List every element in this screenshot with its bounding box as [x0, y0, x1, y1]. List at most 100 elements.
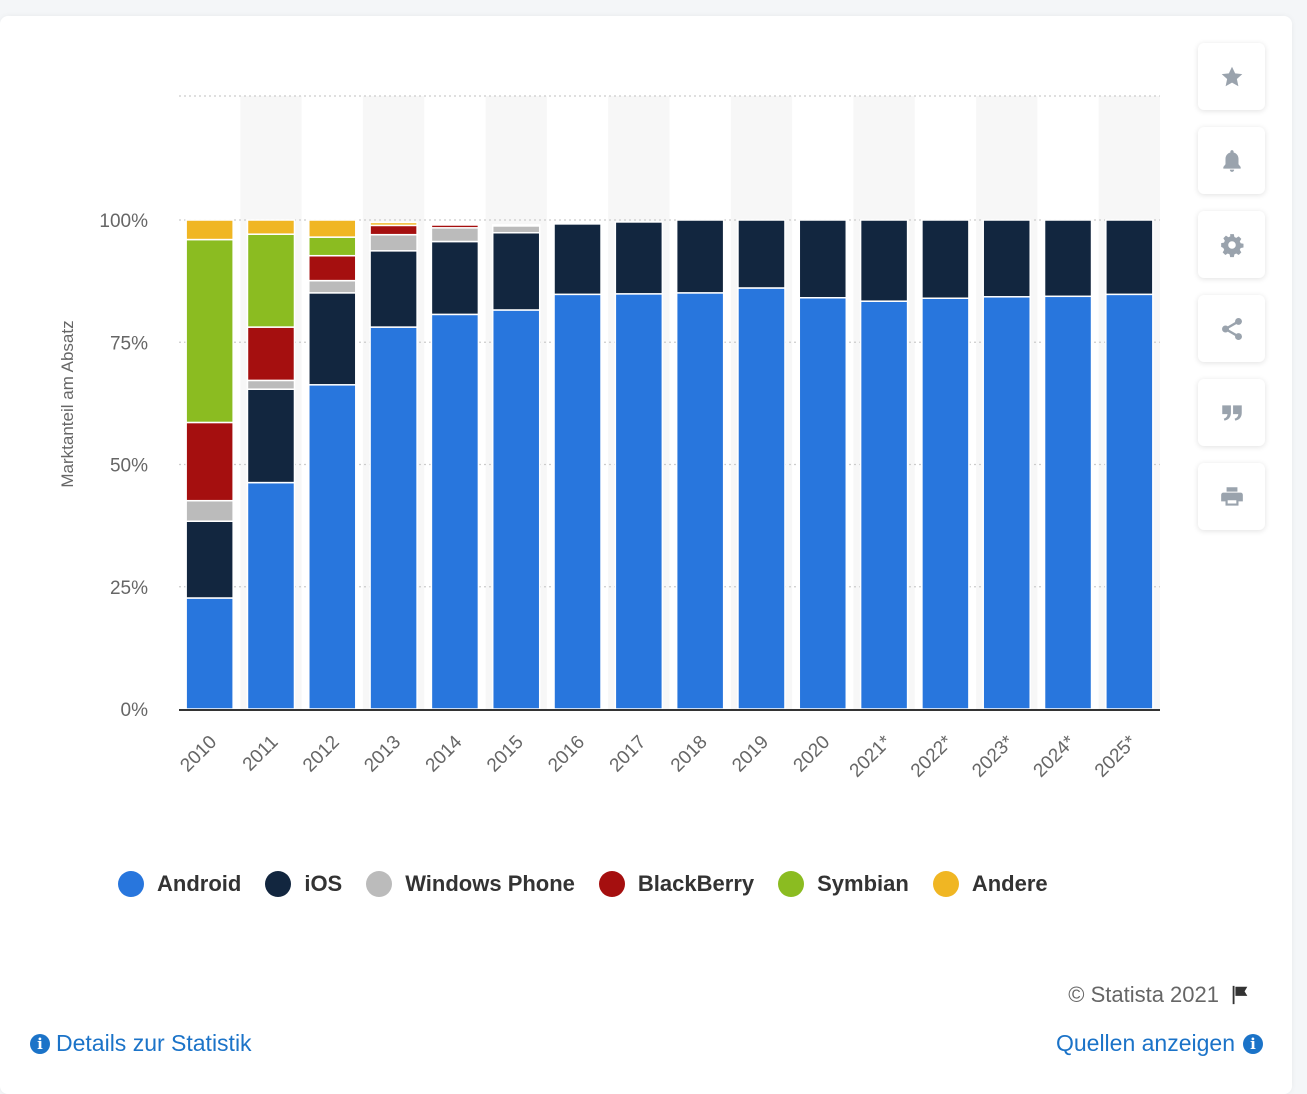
x-tick-label: 2021*: [846, 731, 896, 781]
bar-segment-ios[interactable]: [1105, 219, 1154, 296]
bar-segment-android[interactable]: [1043, 295, 1093, 710]
bar-segment-windows-phone[interactable]: [246, 379, 296, 390]
x-tick-label: 2018: [667, 732, 712, 777]
legend-label: Andere: [971, 871, 1048, 896]
flag-icon[interactable]: [1229, 984, 1251, 1006]
bar-segment-ios[interactable]: [1043, 219, 1093, 298]
bar-segment-blackberry[interactable]: [369, 224, 418, 236]
bar-segment-ios[interactable]: [246, 388, 296, 484]
y-tick-label: 100%: [99, 211, 148, 232]
legend-dot-android: [118, 871, 144, 897]
bar-segment-symbian[interactable]: [185, 238, 234, 424]
bar-segment-ios[interactable]: [921, 219, 970, 299]
bar-segment-android[interactable]: [921, 297, 970, 710]
bar-segment-windows-phone[interactable]: [185, 499, 234, 522]
bar-segment-android[interactable]: [798, 297, 848, 710]
share-button[interactable]: [1198, 295, 1265, 362]
bar-segment-android[interactable]: [675, 292, 725, 710]
x-tick-label: 2017: [606, 732, 651, 777]
x-tick-label: 2019: [728, 732, 773, 777]
bar-segment-android[interactable]: [1105, 293, 1154, 710]
legend-item-symbian[interactable]: Symbian: [778, 871, 909, 897]
bar-segment-ios[interactable]: [553, 223, 602, 296]
bar-segment-ios[interactable]: [369, 250, 418, 328]
print-icon: [1220, 486, 1243, 506]
favorite-button[interactable]: [1198, 43, 1265, 110]
bar-segment-android[interactable]: [553, 293, 602, 710]
details-link[interactable]: i Details zur Statistik: [30, 1030, 252, 1057]
bar-segment-ios[interactable]: [430, 240, 480, 316]
bar-segment-andere[interactable]: [246, 219, 296, 235]
bar-segment-symbian[interactable]: [308, 236, 357, 257]
copyright: © Statista 2021: [1068, 982, 1251, 1008]
x-tick-label: 2012: [299, 732, 344, 777]
legend-label: iOS: [304, 871, 343, 896]
legend-label: BlackBerry: [637, 871, 755, 896]
sources-link-text: Quellen anzeigen: [1055, 1030, 1235, 1056]
details-link-text: Details zur Statistik: [56, 1030, 252, 1056]
bar-segment-blackberry[interactable]: [308, 254, 357, 282]
bar-segment-blackberry[interactable]: [185, 421, 234, 502]
settings-button[interactable]: [1198, 211, 1265, 278]
x-tick-label: 2016: [544, 732, 589, 777]
bar-segment-blackberry[interactable]: [246, 326, 296, 382]
bar-segment-ios[interactable]: [308, 292, 357, 386]
bar-segment-android[interactable]: [737, 287, 786, 710]
y-tick-label: 25%: [110, 578, 148, 599]
bar-segment-android[interactable]: [246, 481, 296, 710]
bar-segment-ios[interactable]: [982, 219, 1031, 298]
bar-segment-android[interactable]: [859, 300, 909, 710]
grid-lines: [179, 95, 1160, 588]
legend-item-andere[interactable]: Andere: [932, 871, 1048, 897]
bar-segment-andere[interactable]: [185, 219, 234, 241]
gear-icon: [1220, 233, 1243, 257]
y-axis-ticks: 0% 25% 50% 75% 100%: [99, 211, 148, 721]
bar-segment-android[interactable]: [369, 326, 418, 710]
y-tick-label: 0%: [121, 700, 149, 721]
print-button[interactable]: [1198, 463, 1265, 530]
bar-segment-windows-phone[interactable]: [308, 279, 357, 294]
bar-segment-android[interactable]: [185, 597, 234, 710]
legend-label: Symbian: [817, 871, 909, 896]
bar-segment-ios[interactable]: [798, 219, 848, 299]
copyright-text: © Statista 2021: [1068, 982, 1219, 1007]
x-tick-label: 2013: [360, 732, 405, 777]
x-tick-label: 2011: [239, 732, 283, 776]
legend-label: Android: [157, 871, 242, 896]
bar-segment-andere[interactable]: [430, 222, 480, 226]
share-icon: [1221, 317, 1242, 340]
bar-segment-ios[interactable]: [614, 221, 664, 295]
sources-link[interactable]: Quellen anzeigen i: [1056, 1030, 1263, 1057]
legend-label: Windows Phone: [405, 871, 575, 896]
bar-segment-ios[interactable]: [675, 219, 725, 294]
bar-segment-windows-phone[interactable]: [430, 227, 480, 243]
bar-segment-andere[interactable]: [308, 219, 357, 238]
bar-segment-windows-phone[interactable]: [369, 233, 418, 252]
legend-item-windows-phone[interactable]: Windows Phone: [366, 871, 575, 897]
legend-dot-andere: [932, 871, 959, 897]
bar-segment-andere[interactable]: [369, 221, 418, 227]
x-tick-label: 2023*: [968, 731, 1018, 781]
bar-segment-android[interactable]: [491, 309, 541, 710]
bar-segment-android[interactable]: [308, 384, 357, 710]
bar-segment-ios[interactable]: [859, 219, 909, 302]
bar-segment-windows-phone[interactable]: [491, 225, 541, 234]
x-tick-label: 2024*: [1030, 731, 1080, 781]
stacked-bar-chart: 0% 25% 50% 75% 100% 2010 2011 2012 2013 2014 2015…: [58, 95, 1160, 782]
bar-segment-ios[interactable]: [185, 520, 234, 599]
bar-segment-blackberry[interactable]: [491, 224, 541, 227]
legend-dot-blackberry: [598, 871, 625, 897]
y-axis-label: Marktanteil am Absatz: [58, 320, 77, 487]
legend-item-ios[interactable]: iOS: [265, 871, 342, 897]
notification-button[interactable]: [1198, 127, 1265, 194]
bar-segment-android[interactable]: [614, 293, 664, 710]
legend-item-blackberry[interactable]: BlackBerry: [598, 871, 755, 897]
cite-button[interactable]: [1198, 379, 1265, 446]
bar-segment-android[interactable]: [430, 313, 480, 710]
bar-segment-android[interactable]: [982, 296, 1031, 710]
legend-item-android[interactable]: Android: [118, 871, 241, 897]
x-axis-ticks: 2010 2011 2012 2013 2014 2015 2016 2017 2018 2019…: [176, 731, 1141, 781]
bar-segment-ios[interactable]: [737, 219, 786, 289]
bar-segment-symbian[interactable]: [246, 233, 296, 328]
bar-segment-ios[interactable]: [491, 231, 541, 311]
